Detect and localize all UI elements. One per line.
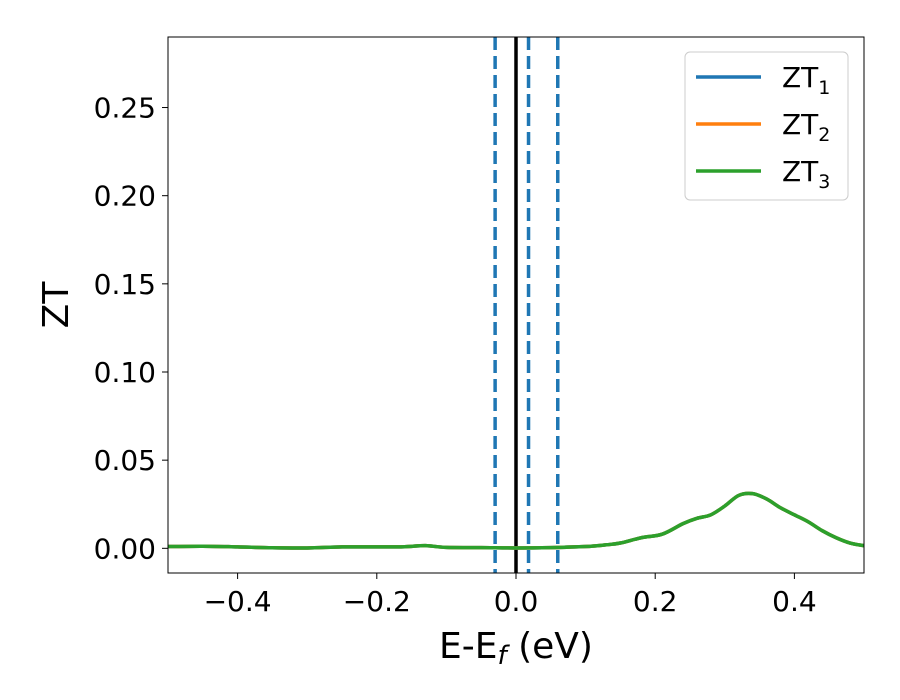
- y-tick-label: 0.10: [94, 356, 156, 389]
- series-layer: [168, 491, 864, 550]
- legend: ZT1 ZT2 ZT3: [684, 51, 849, 201]
- x-tick-label: 0.0: [494, 585, 539, 618]
- y-tick-label: 0.05: [94, 444, 156, 477]
- y-axis: 0.00 0.05 0.10 0.15 0.20 0.25: [94, 92, 168, 565]
- x-tick-label: 0.2: [633, 585, 678, 618]
- y-axis-label: ZT: [36, 281, 77, 329]
- x-tick-label: 0.4: [772, 585, 817, 618]
- legend-label-zt2: ZT2: [782, 108, 830, 146]
- series-line-zt3: [168, 491, 864, 550]
- legend-label-zt1: ZT1: [782, 61, 830, 99]
- x-tick-label: −0.4: [204, 585, 272, 618]
- x-axis-label-main: E-E: [439, 626, 497, 667]
- y-tick-label: 0.15: [94, 268, 156, 301]
- legend-box: [684, 51, 849, 201]
- x-axis: −0.4 −0.2 0.0 0.2 0.4: [204, 573, 817, 618]
- y-tick-label: 0.00: [94, 532, 156, 565]
- x-axis-label-unit: (eV): [507, 626, 593, 667]
- legend-label-zt3: ZT3: [782, 155, 830, 193]
- x-tick-label: −0.2: [343, 585, 411, 618]
- y-tick-label: 0.25: [94, 92, 156, 125]
- x-axis-label: E-Ef (eV): [439, 626, 593, 671]
- vertical-markers: [493, 37, 560, 573]
- y-tick-label: 0.20: [94, 180, 156, 213]
